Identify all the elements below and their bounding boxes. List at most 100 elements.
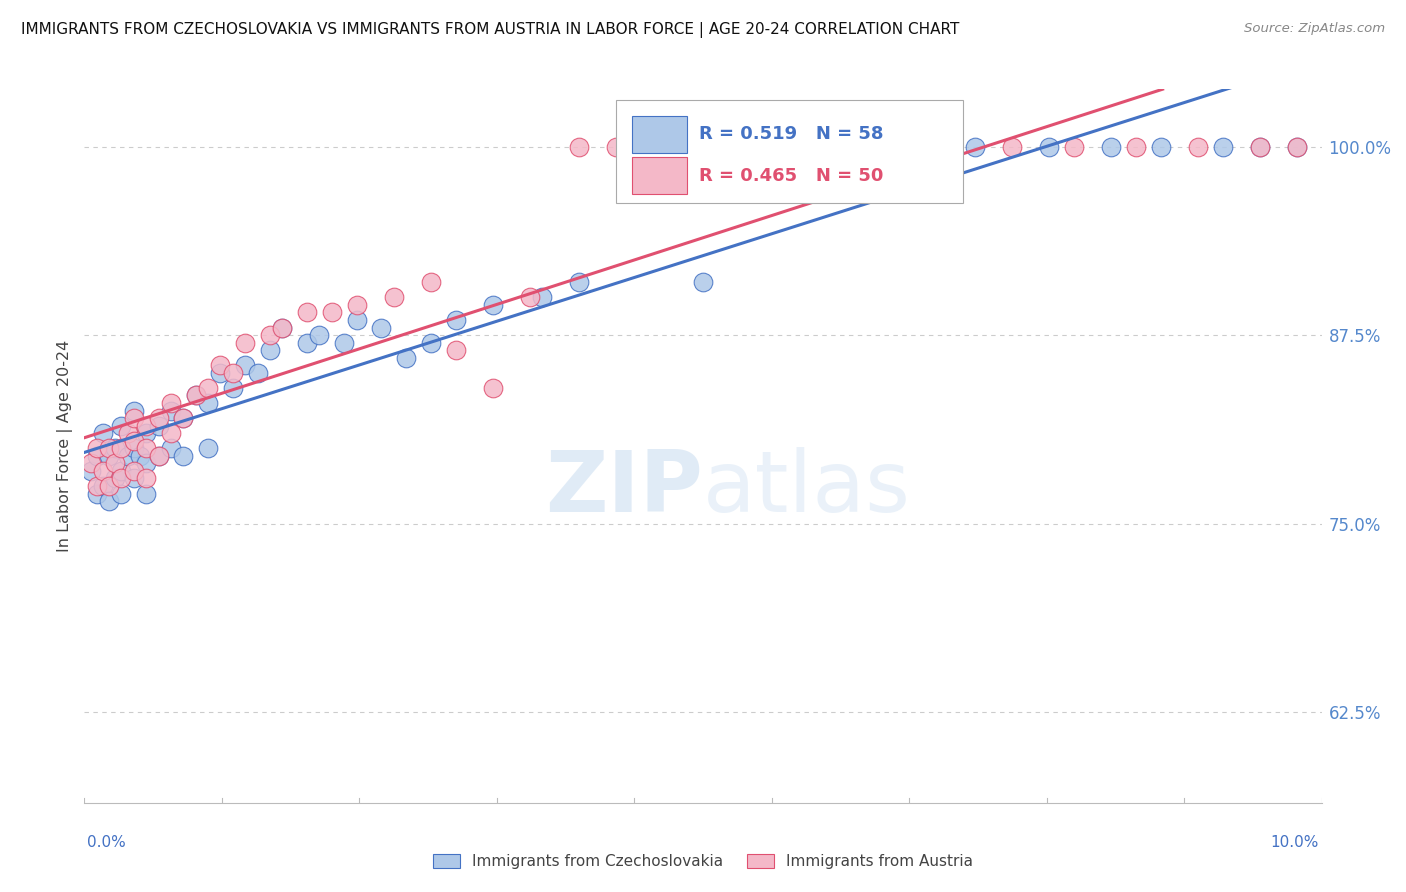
Point: [1285, 139, 1308, 153]
Point: [519, 290, 541, 304]
Point: [209, 366, 232, 380]
Text: 10.0%: 10.0%: [1271, 836, 1319, 850]
Point: [321, 305, 343, 319]
Point: [1249, 139, 1271, 153]
Point: [135, 442, 157, 456]
Point: [295, 335, 318, 350]
Point: [877, 139, 900, 153]
Point: [222, 366, 245, 380]
Point: [86, 479, 108, 493]
Point: [86, 449, 108, 463]
Point: [184, 388, 207, 402]
Point: [104, 442, 127, 456]
Point: [184, 388, 207, 402]
Point: [1063, 139, 1085, 153]
Point: [160, 396, 183, 410]
Point: [246, 366, 269, 380]
Point: [135, 486, 157, 500]
Point: [1099, 139, 1122, 153]
Point: [160, 442, 183, 456]
Point: [110, 486, 132, 500]
Point: [122, 434, 145, 448]
Point: [1285, 139, 1308, 153]
Point: [308, 328, 330, 343]
Point: [197, 396, 219, 410]
Point: [160, 426, 183, 441]
Point: [172, 411, 194, 425]
Point: [531, 290, 554, 304]
Point: [122, 411, 145, 425]
Text: atlas: atlas: [703, 447, 911, 531]
Point: [295, 305, 318, 319]
FancyBboxPatch shape: [633, 116, 688, 153]
Point: [444, 313, 467, 327]
Point: [110, 442, 132, 456]
Text: Source: ZipAtlas.com: Source: ZipAtlas.com: [1244, 22, 1385, 36]
Legend: Immigrants from Czechoslovakia, Immigrants from Austria: Immigrants from Czechoslovakia, Immigran…: [426, 848, 980, 875]
Point: [481, 381, 503, 395]
FancyBboxPatch shape: [633, 157, 688, 194]
Point: [1249, 139, 1271, 153]
Point: [135, 426, 157, 441]
Point: [568, 139, 591, 153]
Point: [1125, 139, 1147, 153]
Point: [271, 320, 294, 334]
Point: [197, 381, 219, 395]
Point: [110, 418, 132, 433]
Point: [172, 449, 194, 463]
Point: [98, 479, 121, 493]
Point: [91, 464, 114, 478]
Point: [370, 320, 392, 334]
Point: [197, 442, 219, 456]
Point: [122, 403, 145, 417]
Point: [754, 139, 776, 153]
Point: [110, 471, 132, 485]
Point: [395, 351, 418, 365]
Point: [259, 328, 281, 343]
Point: [122, 442, 145, 456]
Point: [754, 139, 776, 153]
Point: [692, 275, 714, 289]
Point: [117, 449, 139, 463]
Point: [1187, 139, 1209, 153]
FancyBboxPatch shape: [616, 100, 963, 203]
Point: [233, 359, 256, 373]
Point: [481, 298, 503, 312]
Text: R = 0.519   N = 58: R = 0.519 N = 58: [699, 125, 884, 143]
Point: [91, 479, 114, 493]
Point: [1001, 139, 1024, 153]
Point: [605, 139, 627, 153]
Point: [444, 343, 467, 358]
Point: [86, 486, 108, 500]
Text: R = 0.465   N = 50: R = 0.465 N = 50: [699, 167, 883, 185]
Point: [148, 449, 170, 463]
Point: [259, 343, 281, 358]
Point: [135, 418, 157, 433]
Y-axis label: In Labor Force | Age 20-24: In Labor Force | Age 20-24: [58, 340, 73, 552]
Point: [148, 418, 170, 433]
Point: [346, 298, 368, 312]
Point: [233, 335, 256, 350]
Point: [79, 464, 101, 478]
Point: [110, 464, 132, 478]
Point: [160, 403, 183, 417]
Point: [692, 139, 714, 153]
Point: [104, 471, 127, 485]
Point: [939, 139, 962, 153]
Point: [655, 139, 678, 153]
Point: [148, 411, 170, 425]
Point: [135, 456, 157, 470]
Point: [419, 335, 441, 350]
Point: [333, 335, 356, 350]
Point: [1212, 139, 1234, 153]
Point: [129, 449, 152, 463]
Point: [122, 464, 145, 478]
Point: [346, 313, 368, 327]
Point: [655, 139, 678, 153]
Point: [135, 471, 157, 485]
Point: [104, 456, 127, 470]
Point: [1150, 139, 1173, 153]
Point: [965, 139, 987, 153]
Point: [815, 139, 838, 153]
Point: [117, 426, 139, 441]
